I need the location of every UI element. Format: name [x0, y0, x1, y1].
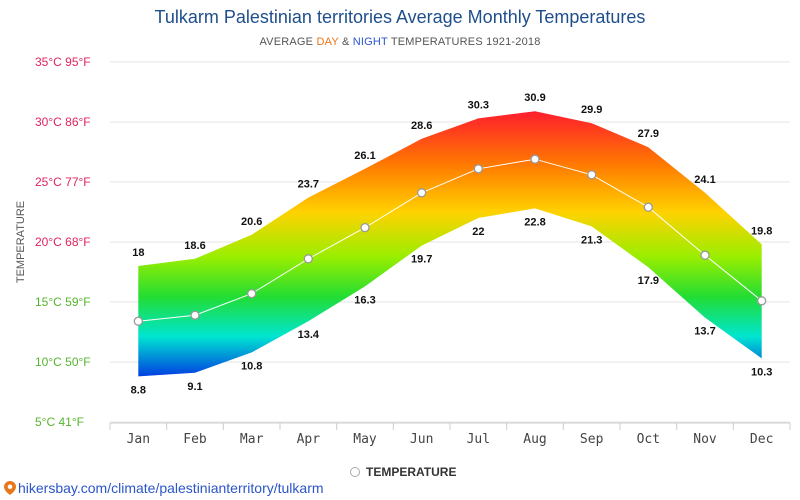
source-link-text: hikersbay.com/climate/palestinianterrito…: [18, 480, 324, 496]
day-value-label: 20.6: [241, 216, 262, 228]
average-point-aug: [530, 154, 540, 164]
y-tick-label: 10°C 50°F: [35, 355, 91, 369]
x-tick-label-jul: Jul: [467, 432, 490, 447]
average-temperature-line: [138, 158, 763, 322]
night-value-label: 21.3: [581, 234, 602, 246]
chart-subtitle: AVERAGE DAY & NIGHT TEMPERATURES 1921-20…: [0, 36, 800, 48]
average-point-oct: [643, 202, 653, 212]
night-value-label: 19.7: [411, 254, 432, 266]
average-point-may: [360, 222, 370, 233]
average-temperature-points: [133, 154, 767, 326]
subtitle-day: DAY: [316, 36, 339, 48]
day-value-label: 24.1: [694, 174, 715, 186]
day-value-label: 19.8: [751, 225, 772, 237]
night-value-label: 16.3: [354, 294, 375, 306]
average-point-mar: [247, 288, 257, 299]
night-value-label: 13.4: [298, 329, 320, 341]
night-value-label: 10.8: [241, 360, 262, 372]
temperature-band-area: [138, 111, 762, 377]
x-tick-label-jan: Jan: [127, 432, 150, 447]
x-tick-label-aug: Aug: [523, 432, 546, 447]
average-point-sep: [587, 170, 597, 180]
night-value-label: 13.7: [694, 326, 715, 338]
subtitle-and: &: [338, 36, 353, 48]
y-tick-label: 5°C 41°F: [35, 415, 84, 429]
night-value-label: 8.8: [131, 384, 146, 396]
day-value-label: 30.3: [468, 99, 489, 111]
day-value-label: 18.6: [184, 240, 205, 252]
average-point-feb: [190, 310, 200, 320]
day-value-label: 18: [132, 247, 144, 259]
day-value-label: 26.1: [354, 150, 375, 162]
y-tick-label: 20°C 68°F: [35, 235, 91, 249]
night-value-label: 9.1: [187, 381, 202, 393]
y-tick-label: 15°C 59°F: [35, 295, 91, 309]
average-point-jul: [473, 164, 483, 174]
y-axis-ticks: 35°C 95°F 30°C 86°F 25°C 77°F 20°C 68°F 15°C…: [35, 55, 91, 429]
y-tick-label: 30°C 86°F: [35, 115, 91, 129]
day-value-label: 30.9: [524, 92, 545, 104]
day-value-label: 23.7: [298, 179, 319, 191]
night-value-label: 10.3: [751, 366, 772, 378]
x-axis-ticks: Jan Feb Mar Apr May Jun Jul Aug Sep Oct Nov Dec: [109, 423, 791, 447]
night-value-label: 17.9: [638, 275, 659, 287]
day-value-label: 27.9: [638, 128, 659, 140]
x-tick-label-sep: Sep: [580, 432, 604, 447]
source-link[interactable]: hikersbay.com/climate/palestinianterrito…: [4, 480, 324, 496]
temperature-chart: 35°C 95°F 30°C 86°F 25°C 77°F 20°C 68°F 15°C…: [15, 55, 791, 447]
x-tick-label-may: May: [353, 432, 377, 447]
chart-title: Tulkarm Palestinian territories Average …: [154, 7, 646, 27]
y-tick-label: 25°C 77°F: [35, 175, 91, 189]
average-point-dec: [757, 296, 767, 306]
x-tick-label-nov: Nov: [693, 432, 717, 447]
day-value-label: 29.9: [581, 104, 602, 116]
x-tick-label-mar: Mar: [240, 432, 264, 447]
map-pin-icon: [4, 481, 16, 495]
average-point-jan: [133, 316, 143, 326]
legend-circle-icon: [350, 467, 360, 477]
average-point-apr: [303, 254, 313, 264]
x-tick-label-feb: Feb: [183, 432, 207, 447]
subtitle-suffix: TEMPERATURES 1921-2018: [387, 36, 541, 48]
subtitle-night: NIGHT: [352, 36, 388, 48]
subtitle-prefix: AVERAGE: [259, 36, 317, 48]
x-tick-label-jun: Jun: [410, 432, 433, 447]
x-tick-label-oct: Oct: [637, 432, 660, 447]
night-value-label: 22: [472, 226, 484, 238]
x-tick-label-apr: Apr: [297, 432, 321, 447]
average-point-jun: [417, 188, 427, 198]
y-tick-label: 35°C 95°F: [35, 55, 91, 69]
night-value-label: 22.8: [524, 216, 545, 228]
day-value-label: 28.6: [411, 120, 432, 132]
x-tick-label-dec: Dec: [750, 432, 773, 447]
data-labels: 18 18.6 20.6 23.7 26.1 28.6 30.3 30.9 29.9 27.9 24…: [131, 92, 773, 396]
chart-legend[interactable]: TEMPERATURE: [350, 465, 456, 479]
y-axis-label: TEMPERATURE: [15, 201, 27, 283]
average-point-nov: [700, 250, 710, 260]
legend-label: TEMPERATURE: [366, 465, 457, 479]
